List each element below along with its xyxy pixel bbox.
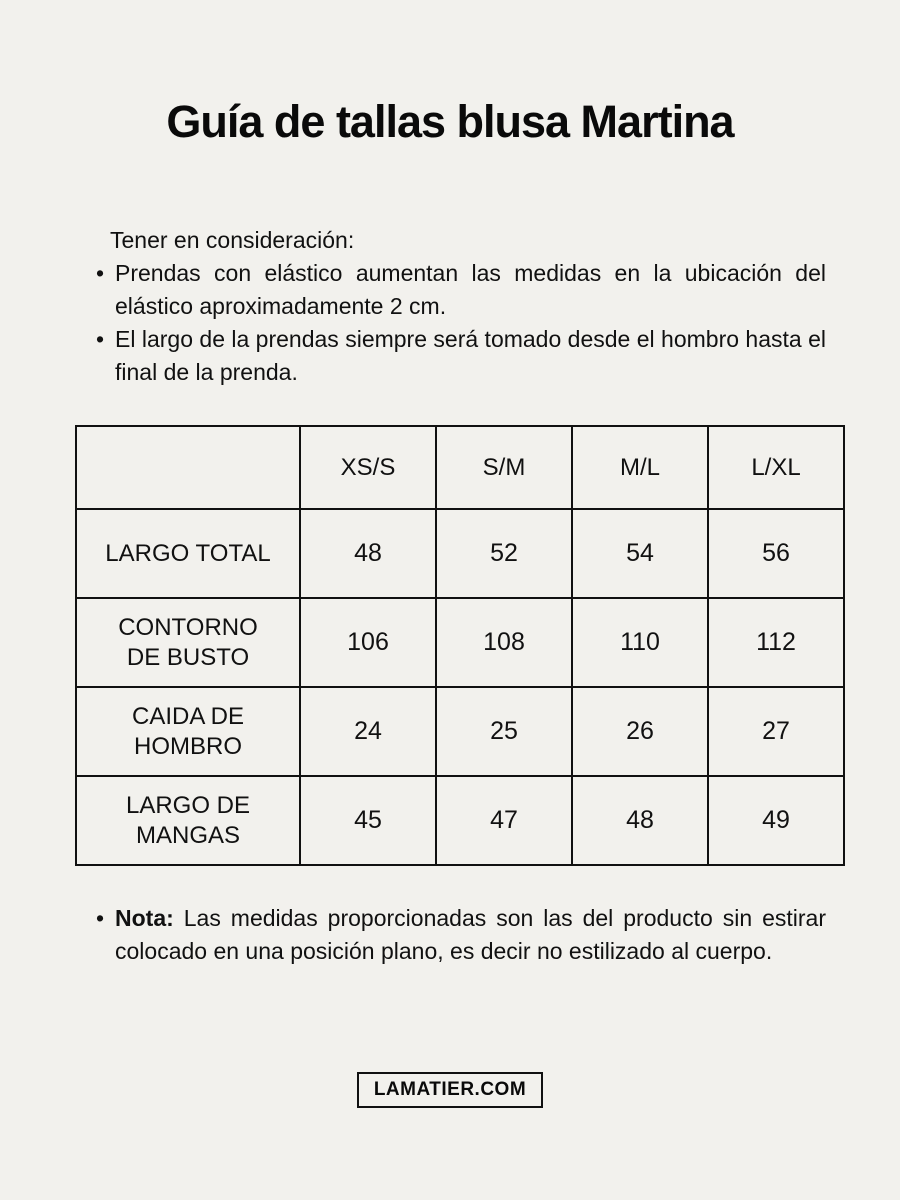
brand-badge: LAMATIER.COM [356, 1072, 544, 1108]
value-cell: 49 [707, 775, 845, 866]
row-label-cell: CAIDA DE HOMBRO [75, 686, 301, 777]
value-cell: 108 [435, 597, 573, 688]
note-text: Las medidas proporcionadas son las del p… [115, 905, 826, 964]
considerations-section: Tener en consideración: Prendas con elás… [93, 224, 826, 389]
consideration-item: El largo de la prendas siempre será toma… [93, 323, 826, 389]
value-cell: 52 [435, 508, 573, 599]
size-table: XS/S S/M M/L L/XL LARGO TOTAL 48 52 54 5… [75, 425, 845, 866]
value-cell: 112 [707, 597, 845, 688]
table-row: CAIDA DE HOMBRO 24 25 26 27 [75, 686, 845, 777]
table-header-cell-xs-s: XS/S [299, 425, 437, 510]
row-label-cell: LARGO DE MANGAS [75, 775, 301, 866]
considerations-heading: Tener en consideración: [110, 227, 355, 253]
note-item: Nota: Las medidas proporcionadas son las… [93, 902, 826, 968]
table-row: LARGO TOTAL 48 52 54 56 [75, 508, 845, 599]
table-header-cell-l-xl: L/XL [707, 425, 845, 510]
value-cell: 48 [571, 775, 709, 866]
value-cell: 45 [299, 775, 437, 866]
table-corner-cell [75, 425, 301, 510]
value-cell: 54 [571, 508, 709, 599]
row-label-cell: LARGO TOTAL [75, 508, 301, 599]
considerations-list: Prendas con elástico aumentan las medida… [93, 257, 826, 389]
consideration-item: Prendas con elástico aumentan las medida… [93, 257, 826, 323]
value-cell: 24 [299, 686, 437, 777]
row-label-cell: CONTORNO DE BUSTO [75, 597, 301, 688]
table-row: CONTORNO DE BUSTO 106 108 110 112 [75, 597, 845, 688]
table-header-cell-s-m: S/M [435, 425, 573, 510]
value-cell: 25 [435, 686, 573, 777]
value-cell: 106 [299, 597, 437, 688]
value-cell: 26 [571, 686, 709, 777]
size-table-header-row: XS/S S/M M/L L/XL [75, 425, 845, 510]
value-cell: 56 [707, 508, 845, 599]
page-title: Guía de tallas blusa Martina [166, 96, 734, 147]
value-cell: 48 [299, 508, 437, 599]
table-row: LARGO DE MANGAS 45 47 48 49 [75, 775, 845, 866]
note-list: Nota: Las medidas proporcionadas son las… [93, 902, 826, 968]
footer: LAMATIER.COM [0, 1072, 900, 1108]
value-cell: 47 [435, 775, 573, 866]
value-cell: 27 [707, 686, 845, 777]
note-section: Nota: Las medidas proporcionadas son las… [93, 902, 826, 968]
value-cell: 110 [571, 597, 709, 688]
note-label: Nota: [115, 905, 174, 931]
table-header-cell-m-l: M/L [571, 425, 709, 510]
